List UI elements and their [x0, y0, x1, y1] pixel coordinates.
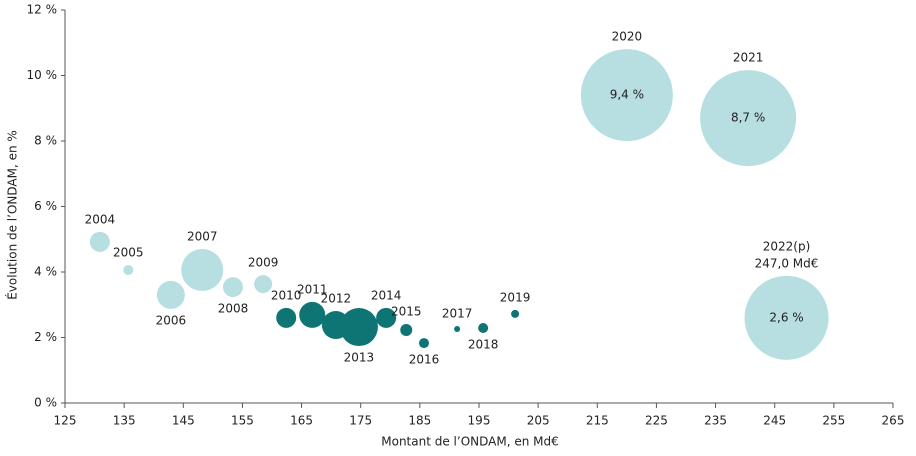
point-label: 2018 — [468, 338, 499, 352]
y-tick-label: 0 % — [34, 396, 57, 410]
point-label: 2011 — [297, 282, 328, 296]
point-label: 2016 — [409, 353, 440, 367]
point-label: 2013 — [344, 351, 375, 365]
point-label: 2007 — [187, 230, 218, 244]
point-label: 2020 — [612, 30, 643, 44]
point-label: 2019 — [500, 290, 531, 304]
bubble — [478, 323, 489, 334]
x-tick-label: 145 — [172, 414, 195, 428]
point-label: 2004 — [85, 212, 116, 226]
bubble — [400, 323, 413, 336]
bubble — [700, 70, 797, 167]
x-tick-label: 235 — [704, 414, 727, 428]
y-tick-label: 6 % — [34, 199, 57, 213]
point-label: 2012 — [321, 292, 352, 306]
point-label: 2022(p) — [763, 239, 811, 253]
point-label: 2006 — [156, 313, 187, 327]
x-tick-label: 125 — [54, 414, 77, 428]
y-tick-label: 8 % — [34, 134, 57, 148]
bubble — [580, 49, 673, 142]
bubble — [744, 275, 829, 360]
x-tick-label: 255 — [822, 414, 845, 428]
point-label: 2009 — [248, 256, 279, 270]
x-tick-label: 205 — [527, 414, 550, 428]
point-label: 2014 — [371, 288, 402, 302]
bubble — [156, 280, 185, 309]
x-tick-label: 165 — [290, 414, 313, 428]
bubble — [254, 275, 273, 294]
bubble — [181, 249, 224, 292]
point-label: 2010 — [271, 288, 302, 302]
x-tick-label: 245 — [763, 414, 786, 428]
y-axis-title: Évolution de l’ONDAM, en % — [5, 130, 20, 300]
bubble — [222, 277, 243, 298]
bubble — [123, 265, 134, 276]
bubble — [418, 338, 429, 349]
point-label: 2017 — [442, 306, 473, 320]
y-tick-label: 4 % — [34, 265, 57, 279]
x-tick-label: 185 — [408, 414, 431, 428]
value-label: 2,6 % — [769, 310, 803, 324]
y-tick-label: 2 % — [34, 330, 57, 344]
x-value-label: 247,0 Md€ — [755, 256, 819, 270]
bubble — [276, 307, 297, 328]
x-axis-title: Montant de l’ONDAM, en Md€ — [381, 435, 559, 449]
y-tick-label: 12 % — [27, 3, 58, 17]
bubble — [511, 309, 520, 318]
value-label: 8,7 % — [731, 111, 765, 125]
bubble — [299, 301, 326, 328]
x-tick-label: 215 — [586, 414, 609, 428]
x-tick-label: 175 — [349, 414, 372, 428]
bubble — [339, 308, 378, 347]
x-tick-label: 225 — [645, 414, 668, 428]
x-tick-label: 135 — [113, 414, 136, 428]
point-label: 2008 — [218, 302, 249, 316]
y-tick-label: 10 % — [27, 68, 58, 82]
value-label: 9,4 % — [610, 88, 644, 102]
x-tick-label: 265 — [882, 414, 905, 428]
bubble — [454, 325, 461, 332]
point-label: 2015 — [391, 304, 422, 318]
point-label: 2021 — [733, 51, 764, 65]
point-label: 2005 — [113, 246, 144, 260]
bubble — [376, 307, 397, 328]
bubble — [89, 231, 110, 252]
x-tick-label: 155 — [231, 414, 254, 428]
x-tick-label: 195 — [468, 414, 491, 428]
